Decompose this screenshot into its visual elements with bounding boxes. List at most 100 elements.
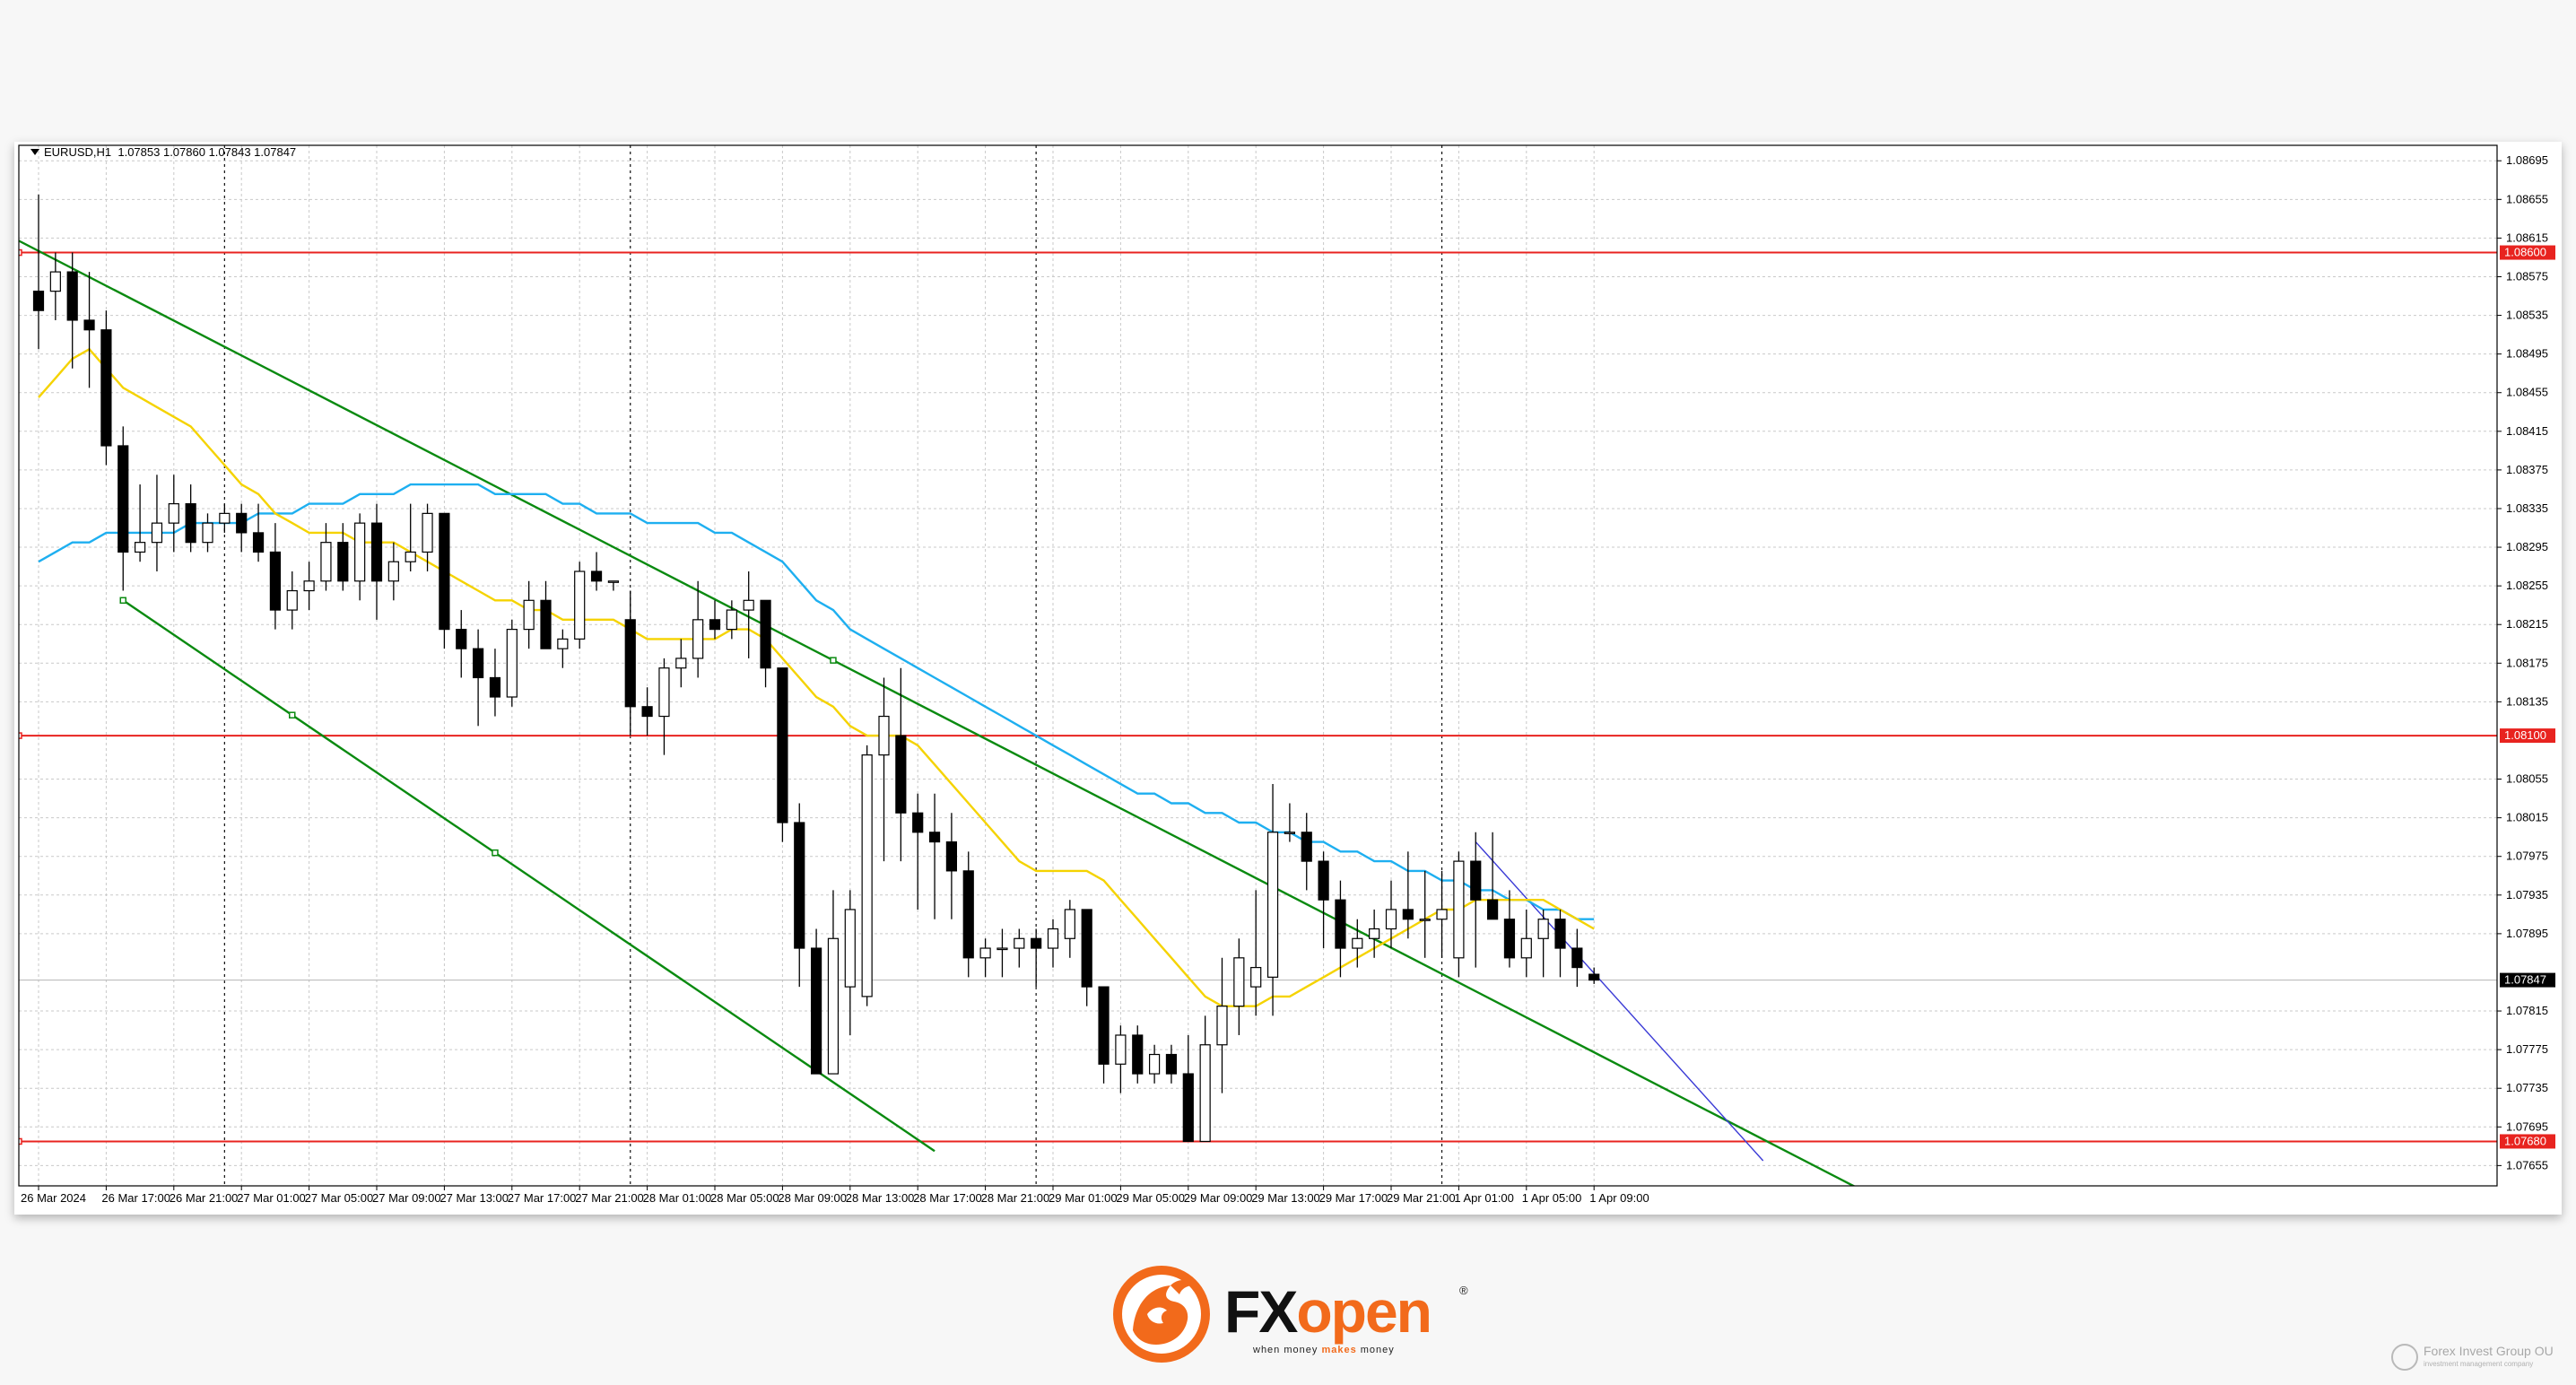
level-price-box bbox=[2500, 245, 2555, 260]
x-tick-label: 26 Mar 2024 bbox=[21, 1191, 86, 1205]
candle-body bbox=[456, 629, 467, 649]
y-tick-label: 1.07775 bbox=[2506, 1042, 2548, 1056]
x-tick-label: 1 Apr 09:00 bbox=[1589, 1191, 1649, 1205]
candle-body bbox=[810, 947, 822, 1075]
candle-body bbox=[100, 329, 112, 447]
plot-border bbox=[18, 144, 2498, 1187]
channel-line bbox=[122, 599, 936, 1153]
trend-line bbox=[1475, 841, 1764, 1162]
candle-body bbox=[1216, 1006, 1228, 1046]
candle-body bbox=[979, 947, 991, 959]
company-watermark: Forex Invest Group OU investment managem… bbox=[2388, 1338, 2567, 1374]
candle-body bbox=[1233, 957, 1245, 1007]
y-tick-label: 1.08215 bbox=[2506, 617, 2548, 631]
symbol-label: EURUSD,H1 bbox=[44, 145, 112, 159]
bull-emblem-icon bbox=[1113, 1266, 1210, 1363]
level-price-box bbox=[2500, 1134, 2555, 1149]
candle-body bbox=[1554, 919, 1566, 949]
candle-body bbox=[252, 532, 265, 553]
x-tick-label: 27 Mar 17:00 bbox=[508, 1191, 577, 1205]
candle-body bbox=[66, 271, 78, 321]
candle-body bbox=[996, 947, 1008, 951]
x-tick-label: 1 Apr 05:00 bbox=[1522, 1191, 1582, 1205]
current-price-label: 1.07847 bbox=[2504, 973, 2546, 987]
candle-body bbox=[1503, 919, 1516, 959]
y-tick-label: 1.08015 bbox=[2506, 811, 2548, 824]
brand-wordmark: FXopen bbox=[1224, 1278, 1432, 1345]
menu-triangle-icon[interactable] bbox=[30, 149, 39, 155]
level-anchor bbox=[19, 732, 22, 739]
candle-body bbox=[574, 571, 586, 640]
x-tick-label: 29 Mar 13:00 bbox=[1251, 1191, 1320, 1205]
candle-body bbox=[1284, 832, 1296, 834]
candle-body bbox=[117, 445, 129, 553]
x-tick-label: 26 Mar 21:00 bbox=[170, 1191, 239, 1205]
x-tick-label: 29 Mar 05:00 bbox=[1116, 1191, 1185, 1205]
candle-body bbox=[590, 571, 603, 582]
channel-anchor bbox=[119, 597, 126, 605]
candle-body bbox=[1318, 860, 1329, 901]
y-tick-label: 1.08055 bbox=[2506, 772, 2548, 786]
candle-body bbox=[1148, 1053, 1161, 1075]
y-tick-label: 1.08415 bbox=[2506, 424, 2548, 438]
candle-body bbox=[1031, 937, 1042, 949]
candle-body bbox=[219, 512, 231, 524]
y-tick-label: 1.07695 bbox=[2506, 1119, 2548, 1133]
channel-anchor bbox=[289, 711, 296, 719]
y-tick-label: 1.08135 bbox=[2506, 694, 2548, 708]
brand-tagline: when money makes money bbox=[1253, 1345, 1395, 1355]
candle-body bbox=[1132, 1034, 1144, 1075]
candle-body bbox=[878, 715, 890, 756]
candle-body bbox=[692, 619, 704, 659]
y-tick-label: 1.08455 bbox=[2506, 386, 2548, 399]
x-tick-label: 29 Mar 21:00 bbox=[1387, 1191, 1456, 1205]
candle-body bbox=[1436, 909, 1448, 920]
x-tick-label: 29 Mar 17:00 bbox=[1319, 1191, 1388, 1205]
candle-body bbox=[945, 841, 958, 872]
x-tick-label: 27 Mar 09:00 bbox=[372, 1191, 441, 1205]
candle-body bbox=[1419, 919, 1431, 921]
current-price-box bbox=[2500, 972, 2555, 988]
y-tick-label: 1.07815 bbox=[2506, 1004, 2548, 1017]
candle-body bbox=[83, 319, 95, 331]
y-tick-label: 1.08255 bbox=[2506, 579, 2548, 592]
x-tick-label: 26 Mar 17:00 bbox=[101, 1191, 170, 1205]
chart-window: 1.08695 1.08655 1.08615 1.08575 1.08535 1.084… bbox=[14, 142, 2562, 1215]
fast-moving-average bbox=[38, 347, 1595, 1007]
candle-body bbox=[844, 909, 856, 988]
level-price-label: 1.08100 bbox=[2504, 728, 2546, 742]
candle-body bbox=[523, 599, 535, 631]
y-tick-label: 1.08495 bbox=[2506, 347, 2548, 361]
plot-area bbox=[19, 145, 2497, 1186]
candle-body bbox=[1081, 909, 1092, 988]
candle-body bbox=[1537, 919, 1549, 939]
candle-body bbox=[777, 667, 788, 823]
x-tick-label: 29 Mar 09:00 bbox=[1184, 1191, 1253, 1205]
y-tick-label: 1.08615 bbox=[2506, 231, 2548, 244]
candle-body bbox=[1588, 973, 1600, 981]
y-tick-label: 1.07935 bbox=[2506, 888, 2548, 902]
candle-body bbox=[337, 542, 349, 582]
candle-body bbox=[1470, 860, 1482, 901]
candle-body bbox=[658, 667, 670, 718]
candle-body bbox=[1571, 947, 1583, 969]
price-chart: 1.08695 1.08655 1.08615 1.08575 1.08535 1.084… bbox=[18, 144, 2555, 1205]
level-price-label: 1.07680 bbox=[2504, 1134, 2546, 1147]
candle-body bbox=[1335, 899, 1346, 949]
candle-body bbox=[286, 589, 298, 611]
x-tick-label: 27 Mar 01:00 bbox=[237, 1191, 306, 1205]
candle-body bbox=[641, 706, 653, 718]
slow-moving-average bbox=[38, 483, 1595, 920]
candle-body bbox=[236, 512, 248, 534]
candle-body bbox=[928, 832, 941, 843]
y-tick-label: 1.08295 bbox=[2506, 540, 2548, 553]
watermark-name: Forex Invest Group OU bbox=[2424, 1344, 2554, 1358]
channel-anchor bbox=[492, 849, 499, 857]
y-tick-label: 1.07975 bbox=[2506, 849, 2548, 863]
x-tick-label: 28 Mar 01:00 bbox=[643, 1191, 712, 1205]
y-tick-label: 1.07895 bbox=[2506, 927, 2548, 940]
x-tick-label: 1 Apr 01:00 bbox=[1454, 1191, 1514, 1205]
candle-body bbox=[1199, 1044, 1211, 1143]
x-tick-label: 27 Mar 05:00 bbox=[305, 1191, 374, 1205]
candle-body bbox=[168, 502, 179, 524]
